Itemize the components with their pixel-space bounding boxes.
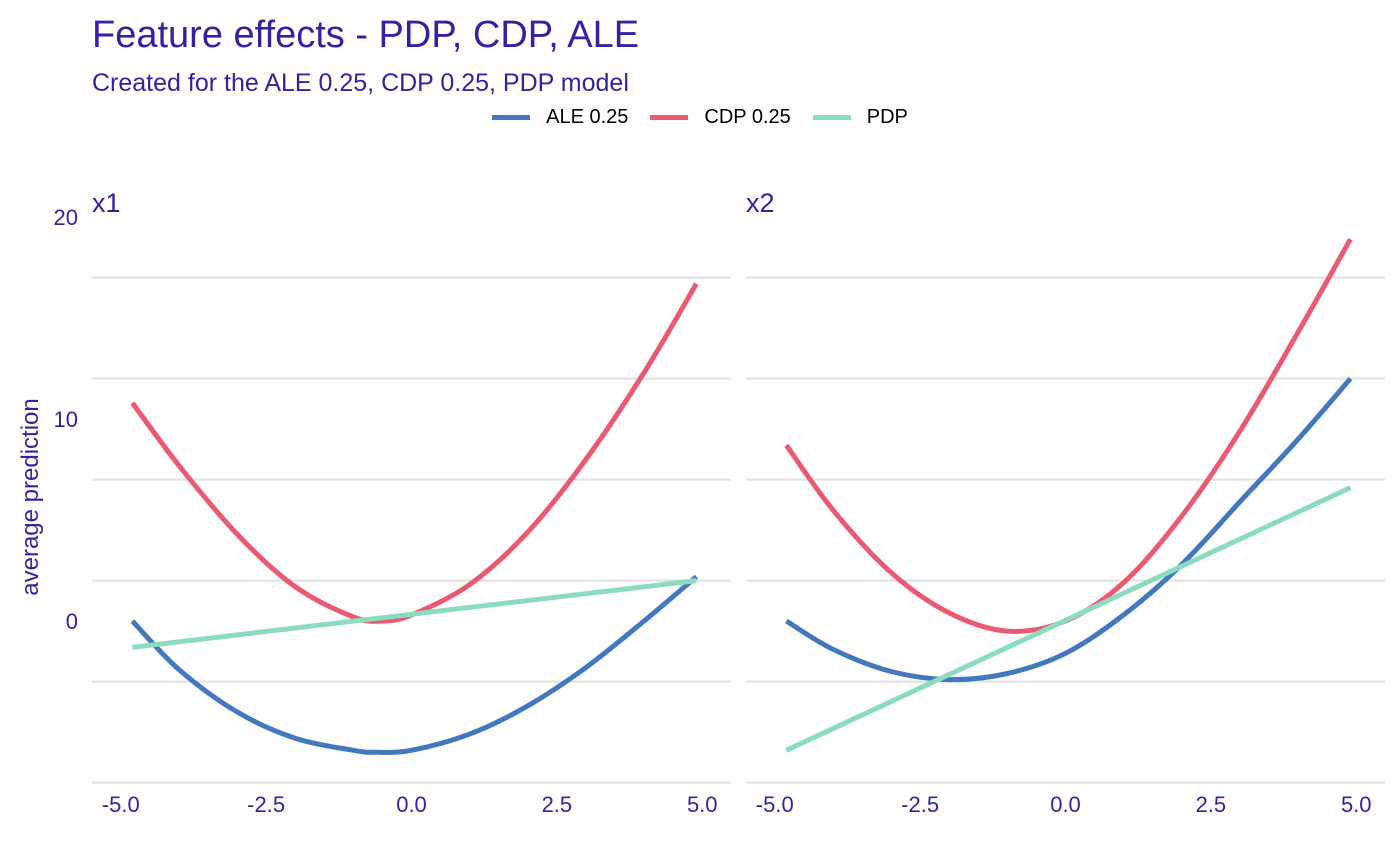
x-tick-label: 5.0 — [687, 792, 718, 817]
x-tick-label: -5.0 — [756, 792, 794, 817]
x-tick-label: 0.0 — [1050, 792, 1081, 817]
y-axis-label: average prediction — [17, 398, 44, 595]
x-tick-label: 5.0 — [1341, 792, 1372, 817]
x-tick-label: 2.5 — [1196, 792, 1227, 817]
x-tick-label: -2.5 — [901, 792, 939, 817]
y-tick-label: 10 — [54, 407, 78, 432]
legend-key-pdp — [812, 115, 851, 120]
series-line-ale-0-25-x2 — [785, 376, 1353, 683]
x-tick-label: 0.0 — [396, 792, 427, 817]
x-tick-label: 2.5 — [542, 792, 573, 817]
panel-label-x1: x1 — [92, 188, 121, 218]
series-line-cdp-0-25-x2 — [784, 237, 1353, 634]
series-line-ale-0-25-x1 — [130, 574, 699, 755]
legend-item-pdp: PDP — [812, 106, 908, 129]
legend-label-ale: ALE 0.25 — [546, 106, 629, 128]
legend-key-ale — [492, 115, 531, 120]
legend: ALE 0.25 CDP 0.25 PDP — [0, 106, 1400, 129]
y-tick-label: 0 — [66, 609, 78, 634]
legend-label-cdp: CDP 0.25 — [704, 106, 791, 128]
legend-item-ale: ALE 0.25 — [492, 106, 628, 129]
legend-item-cdp: CDP 0.25 — [650, 106, 791, 129]
series-line-pdp-x1 — [132, 578, 697, 650]
chart-subtitle: Created for the ALE 0.25, CDP 0.25, PDP … — [92, 69, 629, 97]
legend-key-cdp — [650, 115, 689, 120]
series-line-cdp-0-25-x1 — [130, 282, 699, 624]
legend-label-pdp: PDP — [866, 106, 908, 128]
x-tick-label: -5.0 — [102, 792, 140, 817]
series-line-pdp-x2 — [785, 485, 1352, 753]
panel-label-x2: x2 — [746, 188, 775, 218]
chart-title: Feature effects - PDP, CDP, ALE — [92, 14, 640, 56]
x-tick-label: -2.5 — [247, 792, 285, 817]
y-tick-label: 20 — [54, 205, 78, 230]
